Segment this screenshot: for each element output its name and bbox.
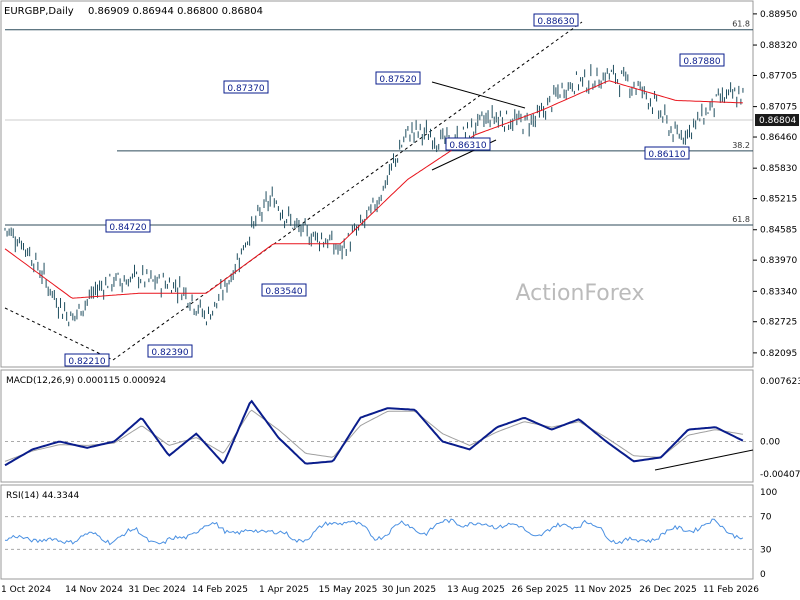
x-tick-label: 11 Feb 2026 xyxy=(703,585,759,595)
price-tick-label: 0.87705 xyxy=(760,71,797,81)
price-bars xyxy=(4,64,744,327)
current-price-text: 0.86804 xyxy=(759,116,796,126)
price-label: 0.86310 xyxy=(445,137,491,151)
price-label-box xyxy=(644,146,690,160)
price-tick-label: 0.85830 xyxy=(760,164,797,174)
x-tick-label: 11 Nov 2025 xyxy=(574,585,632,595)
price-labels: 0.88630 0.87880 0.87520 0.87370 0.86310 0.861… xyxy=(64,13,725,367)
price-label-box xyxy=(261,283,307,297)
price-label-text: 0.87520 xyxy=(379,75,416,85)
price-tick-label: 0.82095 xyxy=(760,349,797,359)
x-tick-label: 13 Aug 2025 xyxy=(447,585,505,595)
fib-levels: 61.8 38.2 61.8 xyxy=(5,20,753,226)
price-label-box xyxy=(375,71,421,85)
price-label-box xyxy=(64,353,110,367)
trendlines xyxy=(4,21,583,361)
rsi-panel-frame xyxy=(0,484,754,580)
price-label: 0.88630 xyxy=(533,13,579,27)
price-label-text: 0.87370 xyxy=(227,84,264,94)
price-axis: 0.88950 0.88320 0.87705 0.87075 0.86460 0.858… xyxy=(753,10,797,359)
ma-polyline xyxy=(4,80,743,299)
rsi-tick-label: 30 xyxy=(760,545,772,555)
signal-line xyxy=(4,409,743,462)
x-tick-label: 15 May 2025 xyxy=(319,585,378,595)
x-tick-label: 14 Nov 2024 xyxy=(65,585,123,595)
price-label-text: 0.83540 xyxy=(265,287,302,297)
price-tick-label: 0.88320 xyxy=(760,41,797,51)
x-tick-label: 14 Feb 2025 xyxy=(192,585,248,595)
time-axis: 1 Oct 2024 14 Nov 2024 31 Dec 2024 14 Feb 2… xyxy=(1,585,759,595)
price-label-text: 0.87880 xyxy=(683,57,720,67)
macd-lines xyxy=(4,399,754,471)
rsi-axis: 100 70 30 0 xyxy=(5,488,777,580)
macd-tick-label: 0.007623 xyxy=(760,377,800,387)
price-tick-label: 0.88950 xyxy=(760,10,797,20)
price-label: 0.82210 xyxy=(64,353,110,367)
price-label-text: 0.82210 xyxy=(68,357,105,367)
x-tick-label: 1 Apr 2025 xyxy=(259,585,309,595)
watermark: ActionForex xyxy=(516,281,645,306)
price-label: 0.84720 xyxy=(105,219,151,233)
price-label-text: 0.86310 xyxy=(449,141,486,151)
rsi-tick-label: 70 xyxy=(760,513,772,523)
current-price-tag: 0.86804 xyxy=(5,114,799,127)
price-tick-label: 0.87075 xyxy=(760,103,797,113)
fib-level-label: 61.8 xyxy=(732,215,750,224)
price-tick-label: 0.85215 xyxy=(760,195,797,205)
price-label-box xyxy=(105,219,151,233)
macd-tick-label: 0.00 xyxy=(760,437,780,447)
price-label-box xyxy=(679,53,725,67)
price-label-text: 0.88630 xyxy=(537,17,574,27)
x-tick-label: 30 Jun 2025 xyxy=(382,585,436,595)
current-price-box xyxy=(755,114,799,127)
channel-upper-dashed xyxy=(112,21,583,361)
price-label-box xyxy=(147,344,193,358)
price-label-box xyxy=(445,137,491,151)
macd-axis: 0.007623 0.00 -0.004073 xyxy=(5,377,800,480)
moving-average xyxy=(4,80,743,299)
macd-line xyxy=(4,399,744,467)
price-label: 0.82390 xyxy=(147,344,193,358)
price-label: 0.87880 xyxy=(679,53,725,67)
price-label: 0.87520 xyxy=(375,71,421,85)
channel-lower-dashed xyxy=(4,307,114,361)
price-tick-label: 0.83970 xyxy=(760,256,797,266)
price-label-box xyxy=(533,13,579,27)
x-tick-label: 1 Oct 2024 xyxy=(1,585,51,595)
price-label-box xyxy=(223,80,269,94)
triangle-upper-line xyxy=(431,81,526,109)
price-label-text: 0.84720 xyxy=(109,223,146,233)
price-label: 0.86110 xyxy=(644,146,690,160)
price-label-text: 0.82390 xyxy=(151,348,188,358)
symbol-title: EURGBP,Daily xyxy=(4,6,74,17)
price-tick-label: 0.82725 xyxy=(760,318,797,328)
ohlc-readout: 0.86909 0.86944 0.86800 0.86804 xyxy=(88,6,263,17)
macd-panel-frame xyxy=(0,369,754,483)
rsi-polyline xyxy=(4,518,744,546)
rsi-line xyxy=(4,518,744,546)
price-tick-label: 0.84585 xyxy=(760,226,797,236)
macd-trendline xyxy=(654,449,754,471)
rsi-title: RSI(14) 44.3344 xyxy=(6,491,79,501)
macd-title: MACD(12,26,9) 0.000115 0.000924 xyxy=(6,376,166,386)
price-label: 0.87370 xyxy=(223,80,269,94)
price-label: 0.83540 xyxy=(261,283,307,297)
rsi-tick-label: 100 xyxy=(760,488,777,498)
fib-level-label: 61.8 xyxy=(732,20,750,29)
price-tick-label: 0.83340 xyxy=(760,287,797,297)
x-tick-label: 31 Dec 2024 xyxy=(128,585,186,595)
price-tick-label: 0.86460 xyxy=(760,133,797,143)
x-tick-label: 26 Sep 2025 xyxy=(511,585,568,595)
macd-tick-label: -0.004073 xyxy=(760,470,800,480)
fib-level-label: 38.2 xyxy=(732,141,750,150)
x-tick-label: 26 Dec 2025 xyxy=(639,585,697,595)
price-label-text: 0.86110 xyxy=(648,150,685,160)
price-panel-frame xyxy=(0,0,754,368)
rsi-tick-label: 0 xyxy=(760,570,766,580)
